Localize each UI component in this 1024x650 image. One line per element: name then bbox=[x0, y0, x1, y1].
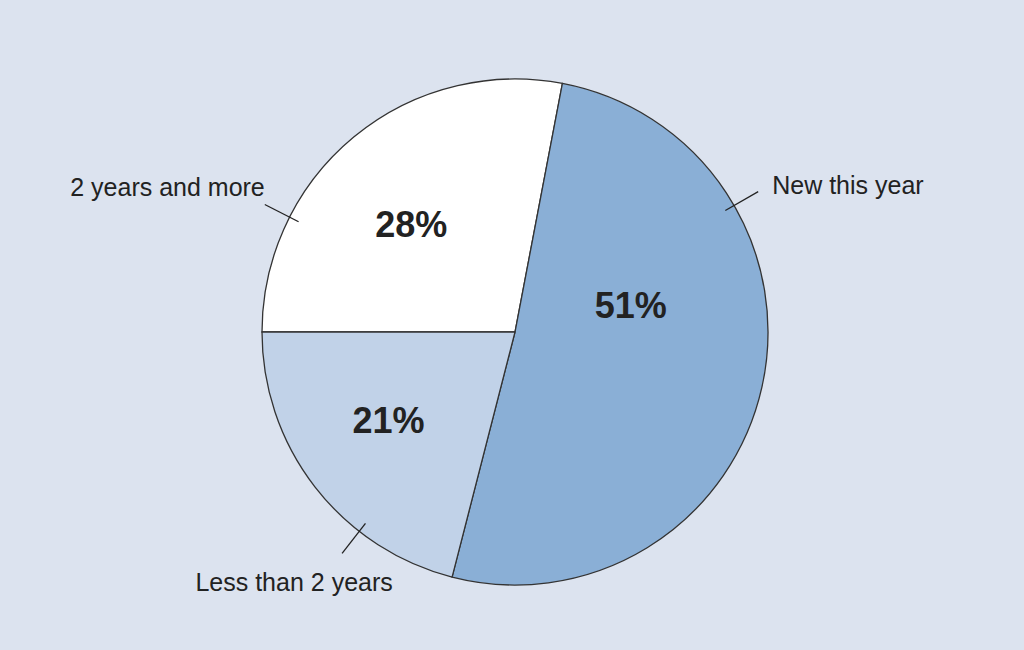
svg-text:Less than 2 years: Less than 2 years bbox=[195, 568, 392, 596]
svg-text:New this year: New this year bbox=[772, 171, 923, 199]
svg-text:2 years and more: 2 years and more bbox=[70, 173, 265, 201]
svg-text:21%: 21% bbox=[353, 400, 425, 441]
svg-text:28%: 28% bbox=[375, 204, 447, 245]
svg-text:51%: 51% bbox=[595, 285, 667, 326]
